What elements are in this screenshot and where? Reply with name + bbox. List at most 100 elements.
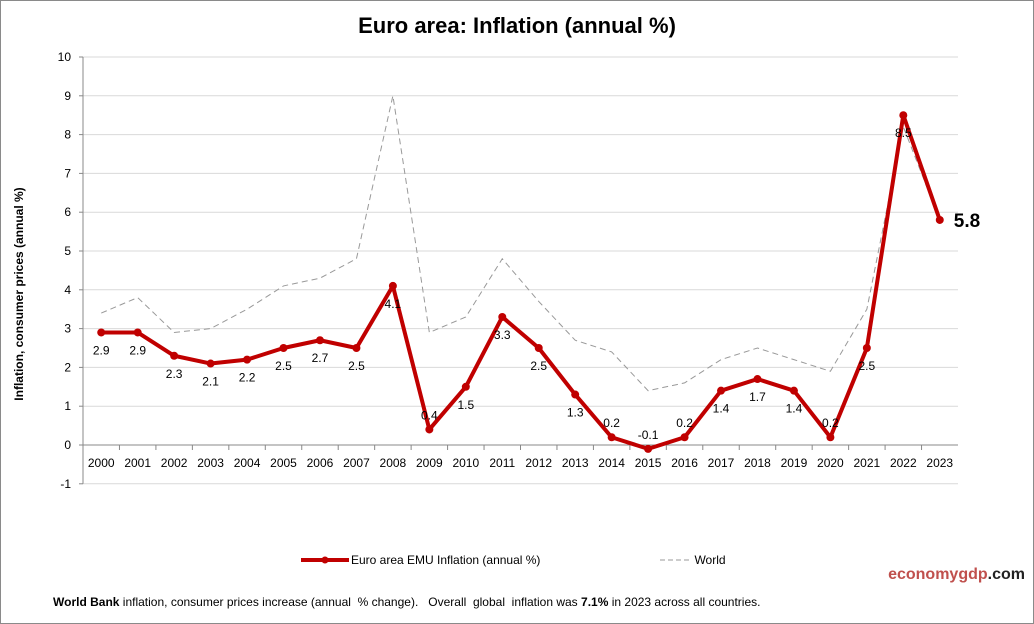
data-label: 2.5: [348, 359, 365, 373]
data-point: [170, 351, 179, 360]
legend-item-world: World: [658, 553, 726, 567]
data-point: [388, 281, 397, 290]
data-label: -0.1: [638, 428, 659, 442]
x-tick-label: 2003: [197, 456, 224, 470]
footer-source: World Bank: [53, 595, 120, 609]
data-label: 1.3: [567, 406, 584, 420]
y-tick-label: 7: [64, 166, 71, 180]
y-tick-label: 8: [64, 128, 71, 142]
data-point: [97, 328, 106, 337]
x-tick-label: 2007: [343, 456, 370, 470]
x-tick-label: 2017: [708, 456, 735, 470]
x-tick-label: 2013: [562, 456, 589, 470]
data-label: 1.4: [713, 402, 730, 416]
y-tick-label: 3: [64, 322, 71, 336]
data-point: [826, 433, 835, 442]
data-label: 2.9: [129, 343, 146, 357]
y-tick-label: 10: [58, 50, 72, 64]
x-tick-label: 2012: [525, 456, 552, 470]
data-point: [899, 111, 908, 120]
x-tick-label: 2015: [635, 456, 662, 470]
data-point: [461, 382, 470, 391]
data-label: 2.1: [202, 375, 219, 389]
data-point: [680, 433, 689, 442]
data-label: 1.7: [749, 390, 766, 404]
data-label: 2.7: [312, 351, 329, 365]
x-tick-label: 2021: [854, 456, 881, 470]
data-label: 2.3: [166, 367, 183, 381]
data-point: [133, 328, 142, 337]
data-label: 2.2: [239, 371, 256, 385]
data-point: [789, 386, 798, 395]
legend-item-euro: Euro area EMU Inflation (annual %): [299, 553, 540, 567]
data-point: [243, 355, 252, 364]
data-point: [206, 359, 215, 368]
x-tick-label: 2001: [124, 456, 151, 470]
data-point: [717, 386, 726, 395]
x-tick-label: 2004: [234, 456, 261, 470]
y-tick-label: 5: [64, 244, 71, 258]
x-tick-label: 2000: [88, 456, 115, 470]
legend-euro-label: Euro area EMU Inflation (annual %): [351, 553, 541, 567]
brand-part1: economy: [888, 566, 959, 583]
y-tick-label: 2: [64, 360, 71, 374]
data-label: 2.5: [859, 359, 876, 373]
data-point: [644, 444, 653, 453]
x-tick-label: 2011: [489, 456, 515, 470]
data-label: 2.5: [275, 359, 292, 373]
line-chart: -1 0 1 2 3 4 5 6 7 8 9 10 2000 2001 2002 2003 2004 2005 20…: [58, 50, 981, 491]
brand-logo: economygdp.com: [888, 566, 1025, 584]
brand-part2: gdp: [958, 566, 988, 583]
data-label: 0.2: [603, 416, 620, 430]
data-label: 1.4: [786, 402, 803, 416]
legend: Euro area EMU Inflation (annual %) World: [299, 553, 844, 567]
y-tick-label: 6: [64, 205, 71, 219]
x-tick-label: 2002: [161, 456, 188, 470]
data-label: 0.2: [822, 416, 839, 430]
x-tick-label: 2022: [890, 456, 917, 470]
legend-world-swatch: [660, 559, 693, 561]
data-label: 8.5: [895, 126, 912, 140]
y-tick-label: 4: [64, 283, 71, 297]
x-tick-label: 2008: [380, 456, 407, 470]
y-tick-label: 9: [64, 89, 71, 103]
legend-world-label: World: [694, 553, 726, 567]
x-tick-label: 2014: [598, 456, 625, 470]
data-point: [279, 344, 288, 352]
x-tick-label: 2019: [781, 456, 808, 470]
data-label: 0.2: [676, 416, 693, 430]
x-tick-label: 2005: [270, 456, 297, 470]
series-world-line: [101, 95, 941, 392]
data-point: [607, 433, 616, 442]
data-label: 0.4: [421, 408, 438, 422]
data-point: [753, 375, 762, 384]
data-point: [315, 336, 324, 345]
y-tick-label: -1: [60, 477, 71, 491]
x-tick-label: 2006: [307, 456, 334, 470]
data-point: [935, 215, 944, 224]
data-point: [571, 390, 580, 399]
x-tick-label: 2009: [416, 456, 443, 470]
footer-note: World Bank inflation, consumer prices in…: [53, 595, 760, 609]
x-tick-label: 2018: [744, 456, 771, 470]
x-tick-label: 2016: [671, 456, 698, 470]
x-tick-label: 2023: [926, 456, 953, 470]
data-label: 1.5: [457, 398, 474, 412]
brand-part3: .com: [987, 566, 1025, 583]
data-label: 2.5: [530, 359, 547, 373]
data-point: [498, 312, 507, 321]
series-euro-line: [101, 113, 942, 451]
data-label: 3.3: [494, 328, 511, 342]
footer-text1: inflation, consumer prices increase (ann…: [119, 595, 582, 609]
data-point: [352, 344, 361, 352]
data-point: [534, 344, 543, 352]
x-tick-label: 2010: [452, 456, 479, 470]
y-tick-label: 1: [64, 399, 71, 413]
footer-text2: in 2023 across all countries.: [608, 595, 761, 609]
data-point: [425, 425, 434, 434]
data-label: 2.9: [93, 343, 110, 357]
data-point: [862, 344, 871, 352]
x-tick-label: 2020: [817, 456, 844, 470]
end-data-label: 5.8: [954, 211, 980, 232]
